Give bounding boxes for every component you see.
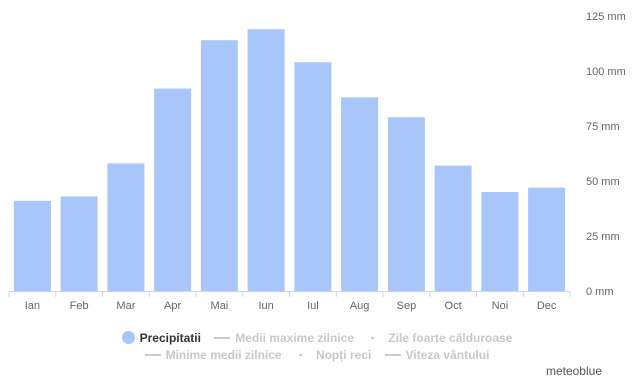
bar-aug[interactable] xyxy=(341,97,379,292)
y-tick-label: 25 mm xyxy=(586,231,620,243)
x-tick-label: Iun xyxy=(258,300,273,312)
bar-mar[interactable] xyxy=(107,163,145,291)
y-tick-label: 75 mm xyxy=(586,121,620,133)
bar-feb[interactable] xyxy=(60,196,98,291)
x-tick-label: Iul xyxy=(307,300,319,312)
x-tick-label: Dec xyxy=(537,300,557,312)
x-axis-labels: Ian Feb Mar Apr Mai Iun Iul Aug Sep Oct Noi Dec xyxy=(25,300,557,312)
dot-icon xyxy=(121,331,135,345)
x-tick-label: Apr xyxy=(164,300,181,312)
x-tick-label: Feb xyxy=(70,300,89,312)
legend-item-hot-days[interactable]: Zile foarte călduroase xyxy=(367,331,512,345)
bar-group xyxy=(13,29,566,292)
y-tick-label: 50 mm xyxy=(586,176,620,188)
legend-row-1: Precipitatii Medii maxime zilnice Zile f… xyxy=(0,331,634,345)
x-axis-ticks xyxy=(8,291,571,297)
legend-label: Precipitatii xyxy=(139,331,201,345)
legend-label: Zile foarte călduroase xyxy=(388,331,513,345)
x-tick-label: Noi xyxy=(492,300,509,312)
y-axis-labels: 0 mm 25 mm 50 mm 75 mm 100 mm 125 mm xyxy=(586,11,626,298)
legend-label: Minime medii zilnice xyxy=(165,348,282,362)
legend-item-cold-nights[interactable]: Nopți reci xyxy=(294,348,372,362)
legend-row-2: Minime medii zilnice Nopți reci Viteza v… xyxy=(0,348,634,362)
bar-iun[interactable] xyxy=(247,29,285,291)
bar-oct[interactable] xyxy=(434,165,472,291)
line-icon xyxy=(384,353,401,356)
x-tick-label: Aug xyxy=(350,300,370,312)
bar-noi[interactable] xyxy=(481,192,519,291)
legend-item-min-temp[interactable]: Minime medii zilnice xyxy=(144,348,282,362)
y-tick-label: 0 mm xyxy=(586,286,614,298)
legend-label: Nopți reci xyxy=(315,348,372,362)
dashed-line-icon xyxy=(367,336,384,339)
credit-link[interactable]: meteoblue xyxy=(545,364,602,378)
x-tick-label: Ian xyxy=(25,300,40,312)
bar-iul[interactable] xyxy=(294,62,332,292)
legend-item-precipitation[interactable]: Precipitatii xyxy=(121,331,201,345)
legend-item-max-temp[interactable]: Medii maxime zilnice xyxy=(214,331,354,345)
x-tick-label: Mai xyxy=(211,300,229,312)
bar-sep[interactable] xyxy=(387,117,425,291)
line-icon xyxy=(214,336,231,339)
bar-mai[interactable] xyxy=(200,40,238,292)
legend-label: Medii maxime zilnice xyxy=(235,331,355,345)
legend-item-wind-speed[interactable]: Viteza vântului xyxy=(384,348,490,362)
x-tick-label: Mar xyxy=(116,300,135,312)
y-tick-label: 100 mm xyxy=(586,66,626,78)
bar-ian[interactable] xyxy=(13,200,51,291)
x-tick-label: Sep xyxy=(397,300,417,312)
bar-apr[interactable] xyxy=(154,88,192,291)
line-icon xyxy=(144,353,161,356)
x-tick-label: Oct xyxy=(445,300,462,312)
bar-dec[interactable] xyxy=(528,187,566,291)
legend-label: Viteza vântului xyxy=(405,348,490,362)
y-tick-label: 125 mm xyxy=(586,11,626,23)
dashed-line-icon xyxy=(294,353,311,356)
